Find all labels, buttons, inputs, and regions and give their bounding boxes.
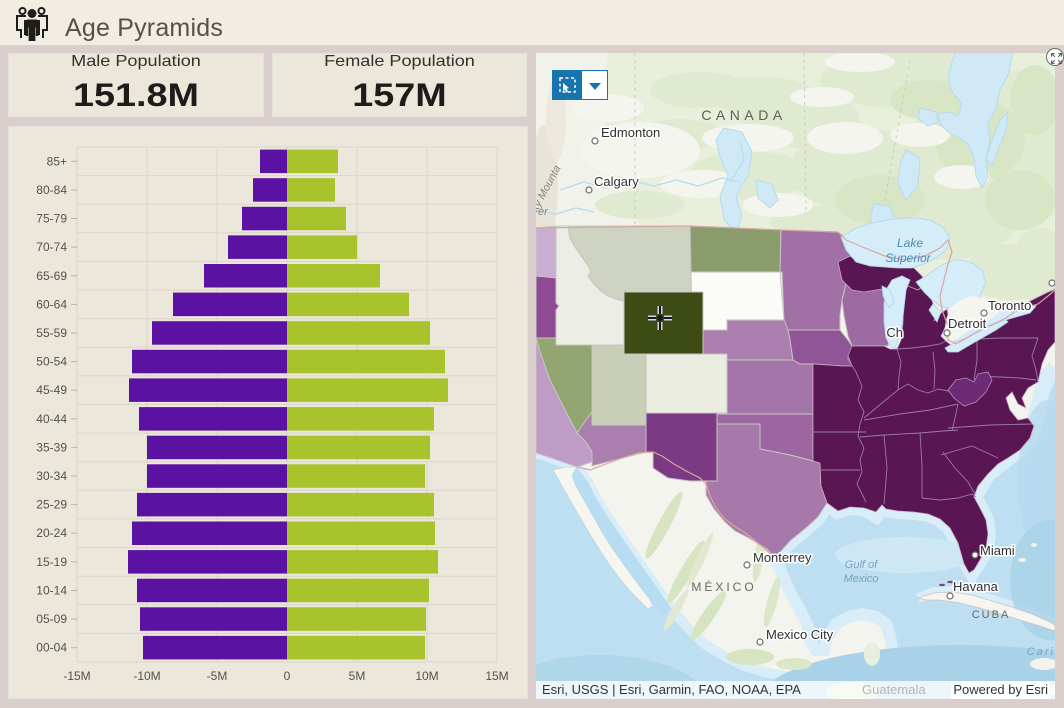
svg-text:10M: 10M bbox=[415, 669, 438, 683]
svg-text:50-54: 50-54 bbox=[36, 355, 67, 369]
svg-text:85+: 85+ bbox=[47, 154, 67, 168]
svg-text:-5M: -5M bbox=[207, 669, 228, 683]
svg-text:55-59: 55-59 bbox=[36, 326, 67, 340]
svg-text:70-74: 70-74 bbox=[36, 240, 67, 254]
svg-text:05-09: 05-09 bbox=[36, 612, 67, 626]
svg-text:MÉXICO: MÉXICO bbox=[691, 579, 756, 594]
svg-text:30-34: 30-34 bbox=[36, 469, 67, 483]
svg-text:Superior: Superior bbox=[885, 251, 931, 265]
svg-text:Calgary: Calgary bbox=[594, 174, 639, 189]
svg-text:Caribb: Caribb bbox=[1027, 646, 1055, 658]
svg-text:10-14: 10-14 bbox=[36, 584, 67, 598]
svg-text:0: 0 bbox=[284, 669, 291, 683]
svg-text:-10M: -10M bbox=[133, 669, 160, 683]
svg-text:Ch: Ch bbox=[886, 325, 903, 340]
svg-text:80-84: 80-84 bbox=[36, 183, 67, 197]
svg-text:Monterrey: Monterrey bbox=[753, 550, 812, 565]
svg-text:Detroit: Detroit bbox=[948, 316, 987, 331]
svg-text:15-19: 15-19 bbox=[36, 555, 67, 569]
svg-text:CUBA: CUBA bbox=[972, 609, 1011, 621]
svg-text:00-04: 00-04 bbox=[36, 641, 67, 655]
svg-text:Lake: Lake bbox=[897, 236, 923, 250]
svg-text:25-29: 25-29 bbox=[36, 498, 67, 512]
svg-text:er: er bbox=[538, 206, 549, 218]
svg-text:Havana: Havana bbox=[953, 579, 999, 594]
svg-text:60-64: 60-64 bbox=[36, 297, 67, 311]
svg-text:Edmonton: Edmonton bbox=[601, 125, 660, 140]
svg-text:5M: 5M bbox=[349, 669, 366, 683]
svg-text:20-24: 20-24 bbox=[36, 526, 67, 540]
svg-text:-15M: -15M bbox=[63, 669, 90, 683]
svg-text:Mexico: Mexico bbox=[844, 573, 879, 585]
svg-text:Mexico City: Mexico City bbox=[766, 627, 834, 642]
svg-text:Miami: Miami bbox=[980, 543, 1015, 558]
svg-text:Gulf of: Gulf of bbox=[845, 559, 878, 571]
svg-text:40-44: 40-44 bbox=[36, 412, 67, 426]
svg-text:75-79: 75-79 bbox=[36, 212, 67, 226]
svg-text:65-69: 65-69 bbox=[36, 269, 67, 283]
svg-text:CANADA: CANADA bbox=[701, 107, 786, 123]
svg-text:35-39: 35-39 bbox=[36, 440, 67, 454]
svg-text:45-49: 45-49 bbox=[36, 383, 67, 397]
svg-text:15M: 15M bbox=[485, 669, 508, 683]
svg-text:Toronto: Toronto bbox=[988, 298, 1031, 313]
